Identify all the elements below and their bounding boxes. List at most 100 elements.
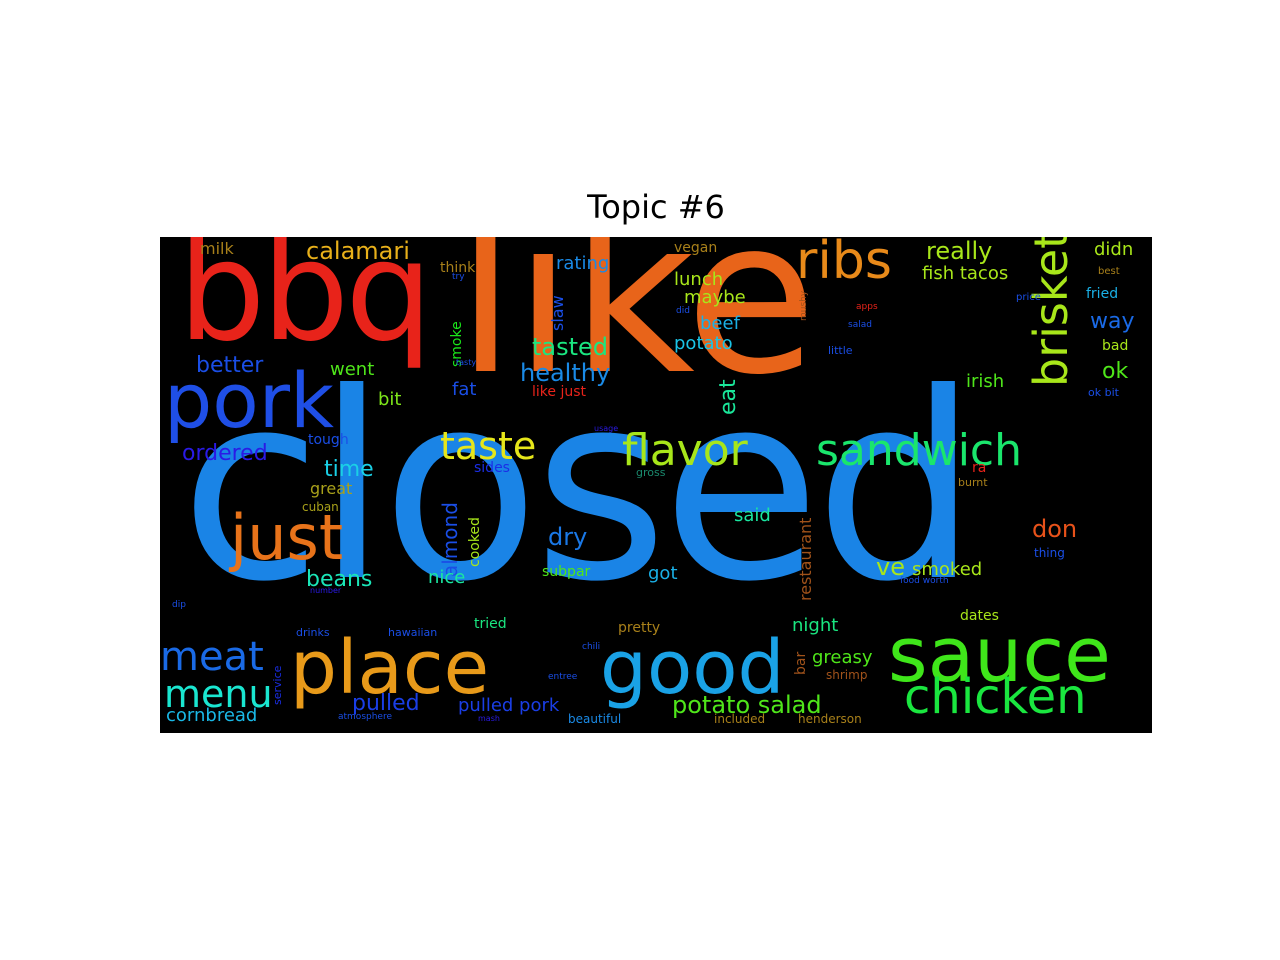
word-like-just: like just [532, 384, 586, 400]
word-potato: potato [674, 333, 733, 354]
word-henderson: henderson [798, 712, 862, 726]
word-vegan: vegan [674, 240, 718, 256]
word-said: said [734, 505, 771, 526]
word-bad: bad [1102, 338, 1129, 354]
word-really: really [926, 237, 993, 265]
word-service: service [271, 665, 284, 705]
word-calamari: calamari [306, 237, 410, 265]
word-menu: menu [164, 672, 273, 716]
word-tasty: tasty [456, 358, 477, 367]
word-try: try [452, 272, 465, 282]
word-almond: almond [438, 502, 462, 577]
word-like: like [456, 237, 817, 422]
word-just: just [230, 501, 344, 574]
word-bbq: bbq [178, 237, 433, 372]
word-sides: sides [474, 460, 510, 476]
word-burnt: burnt [958, 476, 988, 489]
word-ok-bit: ok bit [1088, 386, 1119, 399]
word-dry: dry [548, 523, 588, 551]
word-sauce: sauce [888, 610, 1111, 699]
word-pulled-pork: pulled pork [458, 695, 560, 716]
word-gross: gross [636, 466, 666, 479]
word-night: night [792, 615, 839, 636]
word-tried: tried [474, 616, 507, 632]
word-mash: mash [478, 714, 500, 723]
word-ordered: ordered [182, 441, 268, 466]
word-bar: bar [793, 651, 809, 675]
word-taste: taste [440, 424, 537, 468]
word-chili: chili [582, 642, 601, 652]
word-did: did [676, 306, 690, 316]
word-ve: ve [876, 553, 905, 581]
word-lunch: lunch [674, 269, 724, 290]
word-milk: milk [200, 239, 234, 258]
word-subpar: subpar [542, 564, 591, 580]
word-number: number [310, 586, 342, 595]
word-dip: dip [172, 600, 186, 610]
word-went: went [330, 359, 375, 380]
word-healthy: healthy [520, 359, 611, 387]
word-potato-salad: potato salad [672, 691, 822, 719]
word-rating: rating [556, 253, 610, 274]
word-great: great [310, 479, 353, 498]
word-maybe: maybe [684, 287, 746, 308]
word-slaw: slaw [548, 295, 567, 331]
word-cooked: cooked [467, 517, 483, 567]
word-flavor: flavor [622, 425, 748, 476]
word-bit: bit [378, 389, 402, 410]
word-pretty: pretty [618, 620, 661, 636]
chart-title: Topic #6 [587, 188, 725, 226]
word-don: don [1032, 515, 1078, 543]
word-usage: usage [594, 424, 619, 433]
word-ra: ra [972, 460, 987, 476]
word-dates: dates [960, 608, 999, 624]
word-brisket: brisket [1024, 237, 1078, 387]
word-meat: meat [160, 634, 264, 680]
word-hawaiian: hawaiian [388, 626, 438, 639]
word-didn: didn [1094, 239, 1134, 260]
word-fat: fat [452, 379, 477, 400]
word-ribs: ribs [796, 237, 892, 291]
word-little: little [828, 344, 853, 357]
word-nice: nice [428, 567, 466, 588]
word-greasy: greasy [812, 647, 873, 668]
word-ok: ok [1102, 359, 1129, 384]
word-cuban: cuban [302, 500, 339, 514]
word-drinks: drinks [296, 626, 330, 639]
word-chicken: chicken [904, 669, 1087, 725]
word-cornbread: cornbread [166, 705, 258, 726]
word-pulled: pulled [352, 691, 420, 716]
word-best: best [1098, 266, 1120, 277]
word-pork: pork [164, 356, 334, 445]
word-fish-tacos: fish tacos [922, 263, 1009, 284]
word-beautiful: beautiful [568, 712, 622, 726]
word-way: way [1090, 309, 1135, 334]
word-mushy: mushy [799, 290, 809, 321]
word-smoked: smoked [912, 559, 983, 580]
word-cloud: closed like bbq pork sauce place good ju… [160, 237, 1152, 733]
word-better: better [196, 353, 264, 378]
word-closed: closed [180, 338, 978, 638]
word-irish: irish [966, 371, 1005, 392]
word-tasted: tasted [532, 333, 609, 361]
word-tough: tough [308, 432, 349, 448]
word-time: time [324, 457, 374, 482]
word-shrimp: shrimp [826, 668, 868, 682]
word-atmosphere: atmosphere [338, 712, 392, 722]
word-included: included [714, 712, 766, 726]
word-thing: thing [1034, 546, 1065, 560]
word-price: price [1016, 292, 1041, 303]
word-apps: apps [856, 302, 878, 312]
word-entree: entree [548, 672, 578, 682]
word-food-worth: food worth [900, 576, 949, 586]
word-beef: beef [700, 313, 740, 334]
word-think: think [440, 260, 476, 276]
word-restaurant: restaurant [796, 517, 815, 601]
word-place: place [290, 625, 490, 711]
word-sandwich: sandwich [816, 425, 1022, 476]
word-eat: eat [716, 379, 741, 415]
word-good: good [600, 625, 785, 711]
word-fried: fried [1086, 286, 1119, 302]
word-got: got [648, 563, 678, 584]
word-beans: beans [306, 567, 373, 592]
